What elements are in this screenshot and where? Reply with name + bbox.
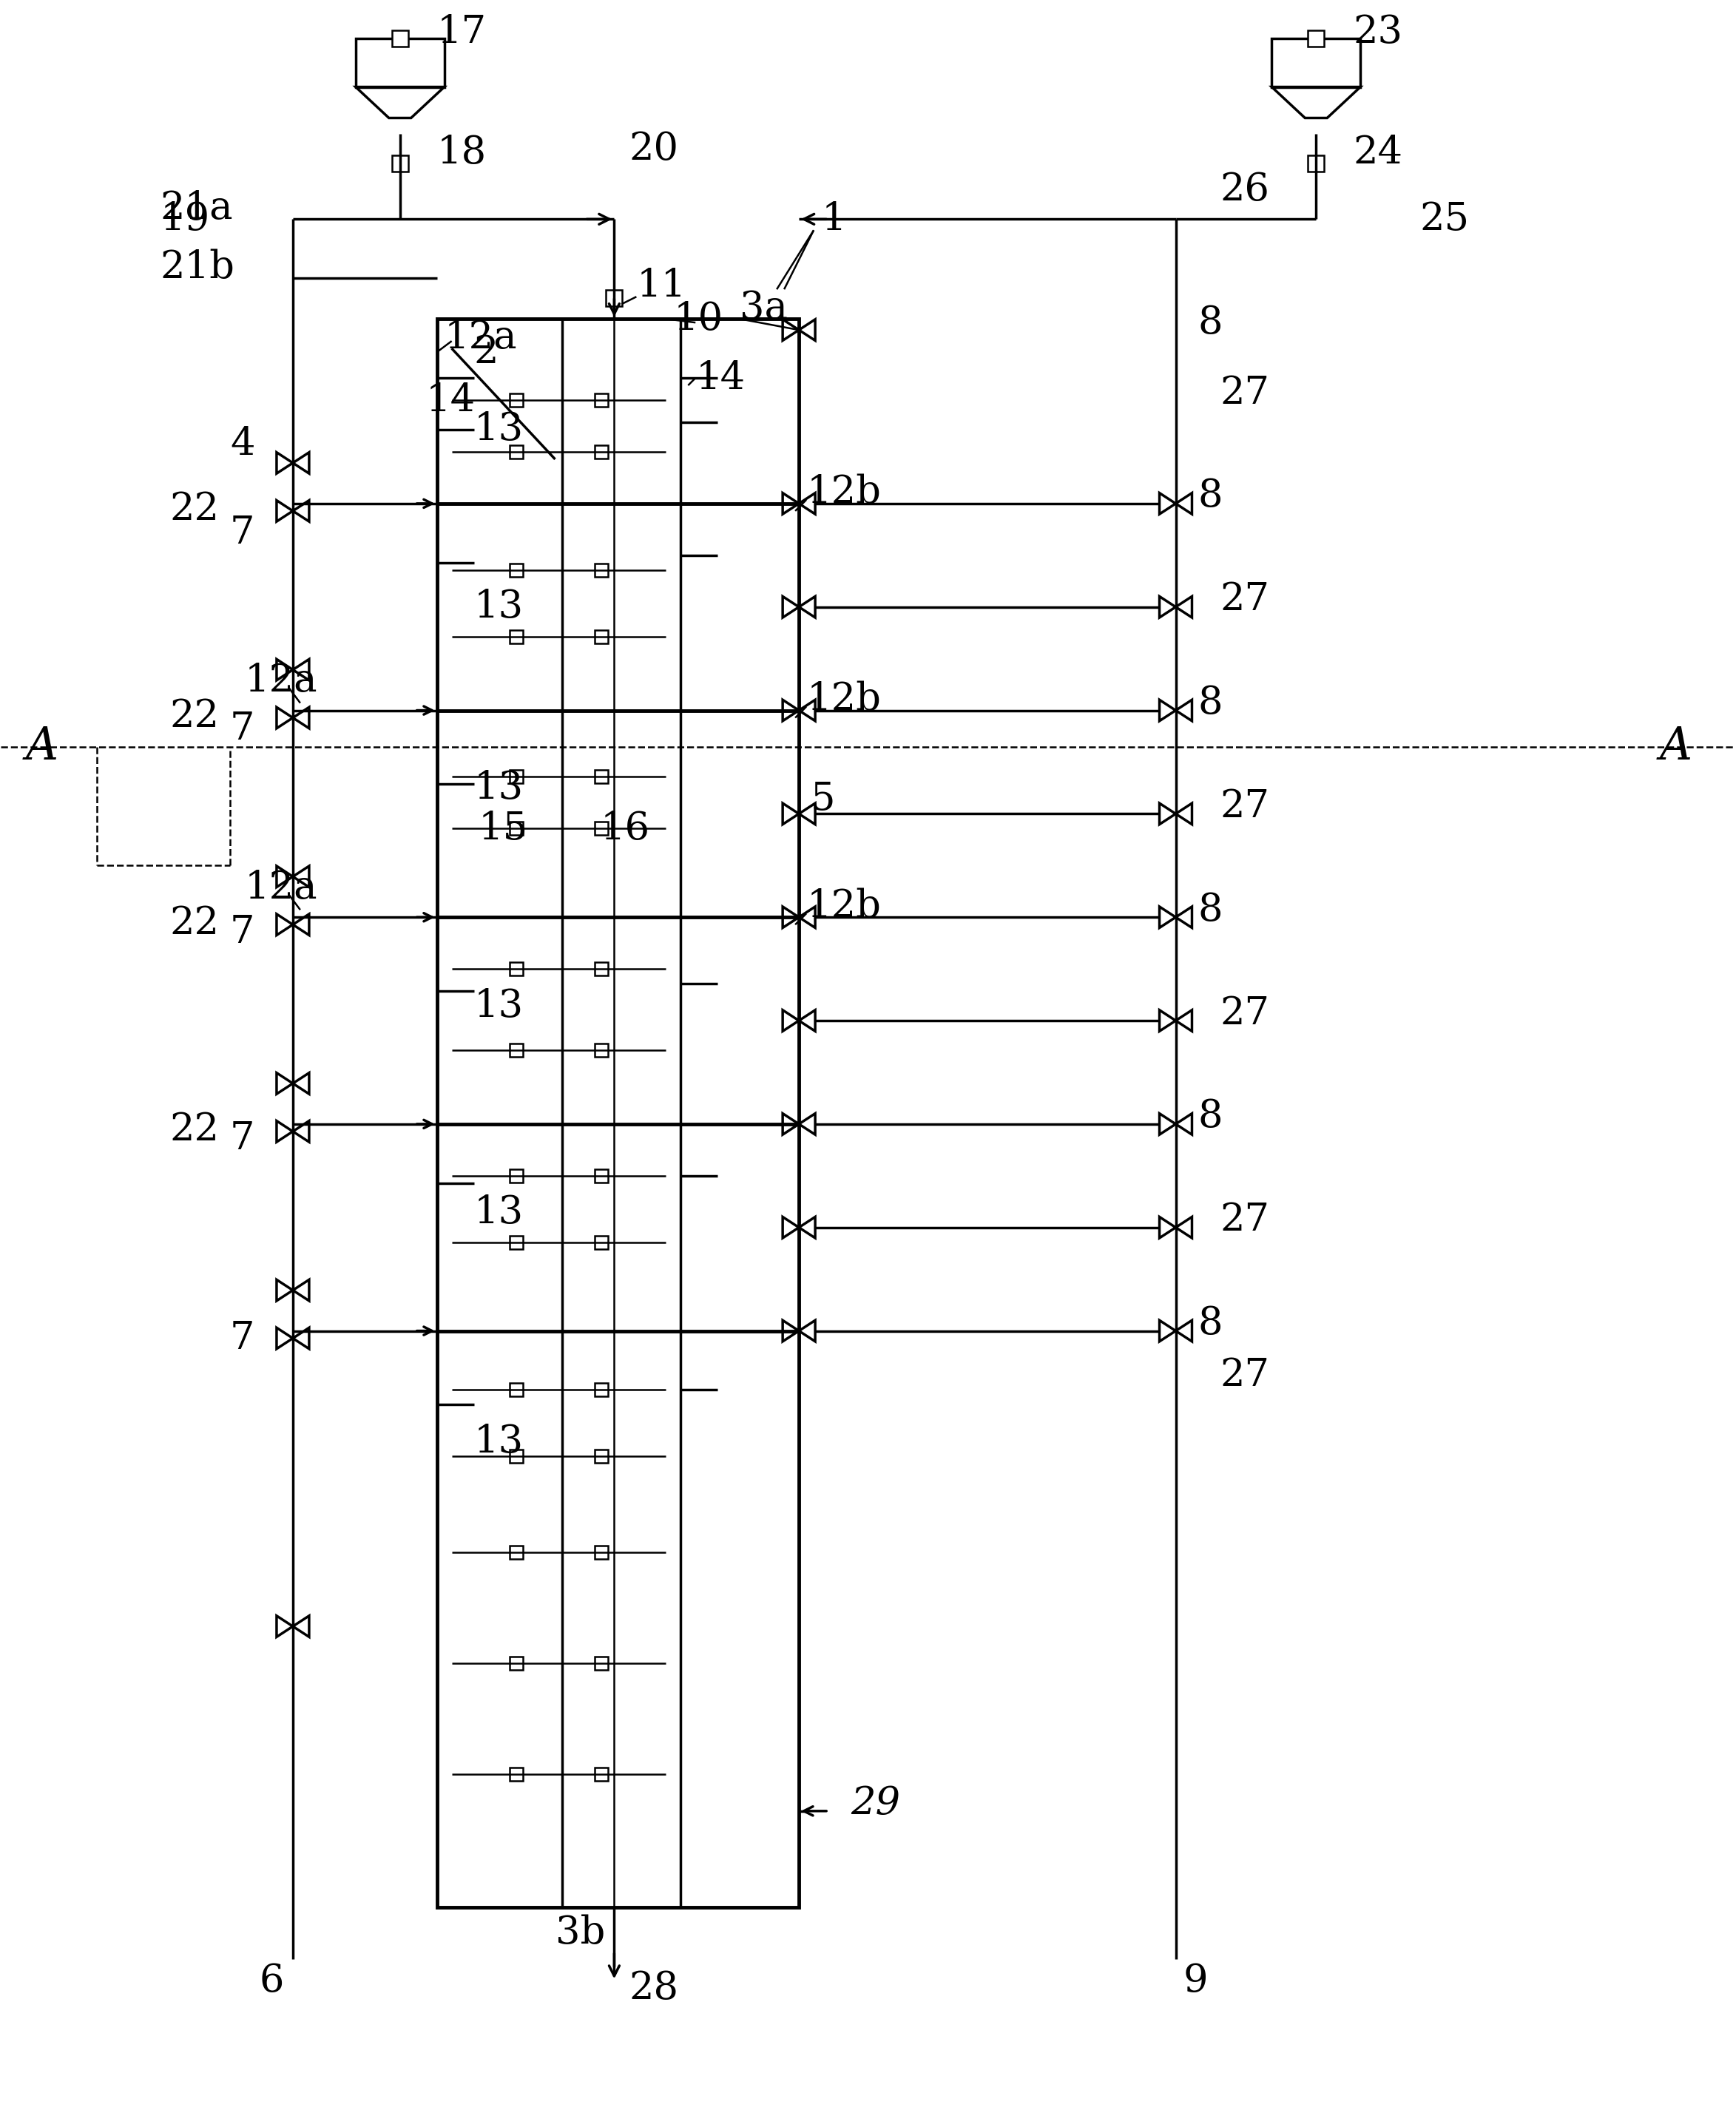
Text: 5: 5 xyxy=(811,780,835,818)
Text: 13: 13 xyxy=(474,1195,524,1233)
Bar xyxy=(509,1450,523,1462)
Bar xyxy=(356,38,444,86)
Text: 17: 17 xyxy=(437,13,486,51)
Bar xyxy=(595,563,608,577)
Bar xyxy=(595,1235,608,1249)
Text: 8: 8 xyxy=(1198,303,1222,341)
Text: 16: 16 xyxy=(601,809,649,847)
Text: 1: 1 xyxy=(821,200,845,238)
Text: 27: 27 xyxy=(1220,373,1269,411)
Text: 3a: 3a xyxy=(740,289,788,327)
Text: 14: 14 xyxy=(425,381,476,419)
Bar xyxy=(595,1169,608,1182)
Text: 12b: 12b xyxy=(806,887,880,925)
Text: 19: 19 xyxy=(160,200,210,238)
Text: 8: 8 xyxy=(1198,1098,1222,1136)
Bar xyxy=(509,1656,523,1671)
Bar xyxy=(595,1384,608,1397)
Text: 7: 7 xyxy=(231,912,255,950)
Text: 12b: 12b xyxy=(806,681,880,718)
Bar xyxy=(509,1384,523,1397)
Text: 21b: 21b xyxy=(160,249,234,287)
Text: 27: 27 xyxy=(1220,1357,1269,1395)
Text: 10: 10 xyxy=(674,299,722,337)
Bar xyxy=(509,445,523,459)
Bar xyxy=(509,822,523,834)
Bar xyxy=(509,1169,523,1182)
Text: 12a: 12a xyxy=(444,318,517,356)
Text: 18: 18 xyxy=(437,135,486,171)
Text: 15: 15 xyxy=(479,809,528,847)
Bar xyxy=(606,291,621,306)
Text: 14: 14 xyxy=(696,358,745,396)
Bar xyxy=(509,1043,523,1058)
Bar xyxy=(509,1768,523,1780)
Text: 8: 8 xyxy=(1198,478,1222,514)
Text: 12a: 12a xyxy=(245,868,318,906)
Text: 22: 22 xyxy=(170,904,219,942)
Text: 12a: 12a xyxy=(245,662,318,700)
Text: 29: 29 xyxy=(851,1785,901,1823)
Text: 27: 27 xyxy=(1220,995,1269,1032)
Text: 13: 13 xyxy=(474,986,524,1024)
Bar xyxy=(595,822,608,834)
Bar xyxy=(595,1043,608,1058)
Text: 28: 28 xyxy=(628,1970,679,2008)
Text: 22: 22 xyxy=(170,697,219,735)
Text: 13: 13 xyxy=(474,588,524,626)
Text: 27: 27 xyxy=(1220,788,1269,826)
Text: 7: 7 xyxy=(231,1121,255,1157)
Text: 23: 23 xyxy=(1352,13,1403,51)
Text: 13: 13 xyxy=(474,1422,524,1460)
Text: 21a: 21a xyxy=(160,190,233,228)
Text: 3b: 3b xyxy=(556,1913,604,1951)
Bar xyxy=(595,1768,608,1780)
Bar xyxy=(509,1547,523,1559)
Text: 8: 8 xyxy=(1198,685,1222,723)
Text: 6: 6 xyxy=(260,1962,285,2000)
Text: 8: 8 xyxy=(1198,891,1222,929)
Text: 22: 22 xyxy=(170,491,219,529)
Bar xyxy=(1307,156,1325,173)
Bar xyxy=(595,771,608,784)
Bar xyxy=(595,1656,608,1671)
Text: A: A xyxy=(26,725,57,769)
Text: 7: 7 xyxy=(231,514,255,552)
Text: 20: 20 xyxy=(628,131,679,169)
Text: 25: 25 xyxy=(1420,200,1469,238)
Bar xyxy=(509,1235,523,1249)
Bar xyxy=(437,318,799,1907)
Text: 8: 8 xyxy=(1198,1304,1222,1342)
Text: 7: 7 xyxy=(231,1319,255,1357)
Text: 13: 13 xyxy=(474,769,524,807)
Bar xyxy=(595,445,608,459)
Text: 7: 7 xyxy=(231,710,255,748)
Bar xyxy=(509,963,523,976)
Bar xyxy=(595,394,608,407)
Text: 24: 24 xyxy=(1352,135,1403,171)
Text: 2: 2 xyxy=(474,333,498,371)
Text: 9: 9 xyxy=(1184,1962,1208,2000)
Bar xyxy=(392,156,408,173)
Bar xyxy=(392,29,408,46)
Bar xyxy=(1307,29,1325,46)
Text: 27: 27 xyxy=(1220,1201,1269,1239)
Text: 4: 4 xyxy=(231,426,255,464)
Text: 13: 13 xyxy=(474,411,524,449)
Bar xyxy=(595,630,608,643)
Bar xyxy=(509,394,523,407)
Text: 12b: 12b xyxy=(806,474,880,512)
Text: 22: 22 xyxy=(170,1110,219,1148)
Bar xyxy=(595,1450,608,1462)
Bar xyxy=(509,630,523,643)
Bar xyxy=(509,563,523,577)
Bar xyxy=(1272,38,1361,86)
Bar xyxy=(595,963,608,976)
Bar xyxy=(595,1547,608,1559)
Text: 11: 11 xyxy=(637,268,686,306)
Text: A: A xyxy=(1660,725,1693,769)
Text: 27: 27 xyxy=(1220,582,1269,619)
Text: 26: 26 xyxy=(1220,171,1269,209)
Bar xyxy=(509,771,523,784)
